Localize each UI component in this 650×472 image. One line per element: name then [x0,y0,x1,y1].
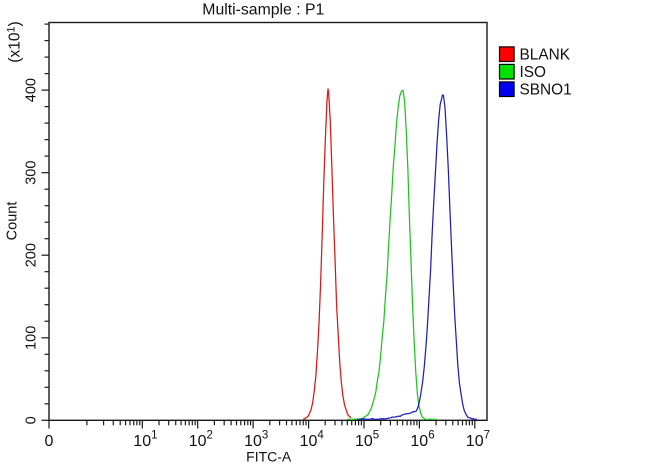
svg-text:ISO: ISO [520,64,547,81]
svg-text:Count: Count [5,202,21,241]
svg-text:200: 200 [24,243,40,267]
svg-text:Multi-sample : P1: Multi-sample : P1 [202,2,324,19]
svg-text:400: 400 [24,78,40,102]
svg-text:0: 0 [45,433,54,450]
svg-text:FITC-A: FITC-A [246,448,292,464]
svg-text:SBNO1: SBNO1 [520,82,572,99]
svg-text:BLANK: BLANK [520,47,571,64]
svg-text:100: 100 [24,326,40,350]
svg-text:0: 0 [24,416,40,424]
svg-text:300: 300 [24,161,40,185]
